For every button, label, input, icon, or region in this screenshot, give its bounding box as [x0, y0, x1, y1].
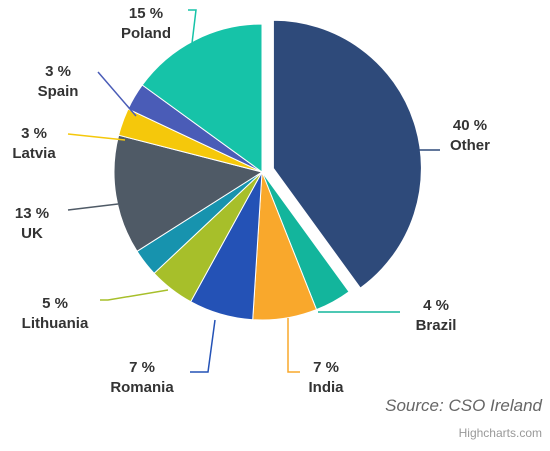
data-label-name-poland: Poland: [121, 25, 171, 42]
connector-romania: [190, 319, 216, 373]
pie-slice-uk[interactable]: [113, 134, 264, 252]
connector-latvia: [67, 133, 126, 141]
data-label-name-brazil: Brazil: [416, 317, 457, 334]
pie-slices: [113, 19, 422, 321]
connector-india: [287, 318, 300, 373]
connector-poland: [188, 9, 197, 61]
data-label-name-lithuania: Lithuania: [22, 315, 89, 332]
connector-uk: [67, 203, 119, 211]
data-label-name-india: India: [308, 379, 344, 396]
data-label-pct-india: 7 %: [313, 359, 339, 376]
pie-slice-poland[interactable]: [141, 23, 263, 173]
connector-spain: [97, 71, 137, 117]
connector-lithuania: [100, 289, 169, 301]
data-label-pct-spain: 3 %: [45, 63, 71, 80]
data-label-name-uk: UK: [21, 225, 43, 242]
data-label-pct-latvia: 3 %: [21, 125, 47, 142]
data-label-name-romania: Romania: [110, 379, 174, 396]
data-labels: 40 % Other 4 % Brazil 7 % India 7 % Romania 5 % L…: [12, 5, 490, 396]
data-label-pct-brazil: 4 %: [423, 297, 449, 314]
pie-slice-other[interactable]: [272, 19, 422, 289]
label-connectors: [67, 9, 440, 373]
data-label-pct-lithuania: 5 %: [42, 295, 68, 312]
data-label-pct-romania: 7 %: [129, 359, 155, 376]
data-label-name-latvia: Latvia: [12, 145, 56, 162]
data-label-pct-uk: 13 %: [15, 205, 49, 222]
data-label-name-spain: Spain: [38, 83, 79, 100]
data-label-name-other: Other: [450, 137, 490, 154]
source-note: Source: CSO Ireland: [385, 396, 542, 415]
highcharts-credits-link[interactable]: Highcharts.com: [458, 426, 542, 440]
data-label-pct-other: 40 %: [453, 117, 487, 134]
data-label-pct-poland: 15 %: [129, 5, 163, 22]
